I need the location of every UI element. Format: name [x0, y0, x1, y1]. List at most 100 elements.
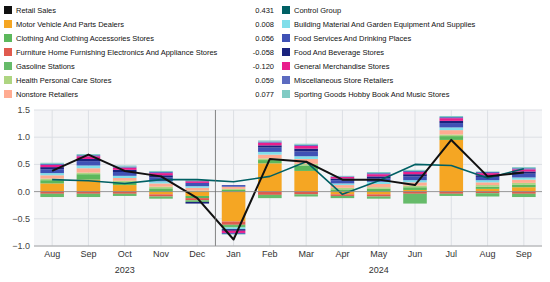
bar-segment [113, 178, 137, 181]
bar-segment [149, 171, 173, 172]
x-tick-label: Aug [480, 249, 496, 259]
legend-value: 0.056 [255, 34, 274, 43]
bar-segment [149, 187, 173, 189]
bar-segment [294, 144, 318, 145]
bar-segment [294, 171, 318, 192]
plot-area [34, 110, 542, 246]
y-grid-line [34, 191, 542, 192]
bar-segment [294, 149, 318, 152]
bar-segment [185, 181, 209, 183]
bar-segment [222, 233, 246, 234]
y-grid-line [34, 137, 542, 138]
legend-label: Sporting Goods Hobby Book And Music Stor… [294, 90, 450, 99]
bar-segment [185, 188, 209, 191]
year-label: 2023 [115, 265, 135, 275]
bar-segment [403, 187, 427, 190]
bar-segment [439, 117, 463, 118]
legend-swatch [282, 34, 290, 42]
bar-segment [439, 123, 463, 127]
bar-segment [403, 194, 427, 204]
bar-segment [77, 194, 101, 197]
bar-segment [77, 174, 101, 179]
bar-segment [294, 151, 318, 156]
bar-segment [476, 180, 500, 182]
bar-segment [512, 187, 536, 191]
legend-swatch [4, 20, 12, 28]
legend-swatch [4, 34, 12, 42]
bar-segment [113, 194, 137, 196]
legend-value: 0.077 [255, 90, 274, 99]
x-tick-label: Aug [44, 249, 60, 259]
bar-segment [185, 183, 209, 186]
legend-label: Food Services And Drinking Places [294, 34, 411, 43]
legend-value: 0.431 [255, 6, 274, 15]
bar-segment [258, 143, 282, 146]
legend: Retail Sales 0.431 Motor Vehicle And Parts… [4, 6, 476, 99]
bar-segment [403, 170, 427, 171]
zero-line [34, 191, 542, 192]
bar-segment [294, 146, 318, 149]
legend-swatch [282, 20, 290, 28]
bar-segment [439, 130, 463, 134]
bar-segment [367, 172, 391, 173]
bar-segment [476, 189, 500, 192]
legend-value: 0.059 [255, 76, 274, 85]
bar-segment [77, 168, 101, 172]
bar-segment [77, 165, 101, 168]
bar-segment [258, 140, 282, 141]
legend-label: Retail Sales [16, 6, 56, 15]
bar-segment [294, 156, 318, 159]
y-grid-line [34, 110, 542, 111]
bar-segment [331, 180, 355, 183]
legend-label: Miscellaneous Store Retailers [294, 76, 393, 85]
bar-segment [40, 183, 64, 191]
y-grid-line [34, 218, 542, 219]
bar-segment [367, 174, 391, 176]
bar-segment [367, 194, 391, 196]
bar-segment [222, 225, 246, 228]
x-tick-label: Nov [153, 249, 170, 259]
bar-segment [512, 183, 536, 185]
x-tick-label: Oct [118, 249, 133, 259]
bar-segment [512, 185, 536, 188]
bar-segment [439, 118, 463, 121]
x-tick-label: Sep [516, 249, 532, 259]
bar-segment [40, 194, 64, 197]
bar-segment [367, 192, 391, 195]
bar-segment [331, 177, 355, 179]
legend-swatch [4, 48, 12, 56]
bar-segment [149, 188, 173, 191]
chart: −1.0−0.50.00.51.01.5AugSepOctNovDecJanFe… [0, 0, 550, 282]
legend-label: Motor Vehicle And Parts Dealers [16, 20, 124, 29]
y-tick-label: 1.0 [17, 132, 30, 142]
bar-segment [367, 196, 391, 198]
bar-segment [512, 177, 536, 179]
bar-segment [149, 192, 173, 195]
legend-label: Food And Beverage Stores [294, 48, 384, 57]
bar-segment [331, 196, 355, 198]
legend-value: -0.120 [253, 62, 274, 71]
legend-label: Control Group [294, 6, 341, 15]
bar-segment [185, 202, 209, 204]
bar-segment [258, 142, 282, 143]
bar-segment [476, 187, 500, 189]
legend-label: Health Personal Care Stores [16, 76, 112, 85]
grid [34, 110, 542, 246]
year-label: 2024 [369, 265, 389, 275]
bar-segment [403, 180, 427, 182]
legend-swatch [282, 62, 290, 70]
bar-segment [512, 194, 536, 197]
bar-segment [439, 121, 463, 123]
bar-segment [185, 186, 209, 188]
bar-segment [77, 161, 101, 165]
legend-value: 0.008 [255, 20, 274, 29]
bar-segment [367, 173, 391, 174]
legend-swatch [282, 90, 290, 98]
bar-segment [294, 194, 318, 196]
bar-segment [113, 176, 137, 178]
bar-segment [222, 192, 246, 222]
bar-segment [367, 187, 391, 189]
bar-segment [294, 192, 318, 195]
legend-label: Nonstore Retailers [16, 90, 78, 99]
x-tick-label: Sep [80, 249, 96, 259]
